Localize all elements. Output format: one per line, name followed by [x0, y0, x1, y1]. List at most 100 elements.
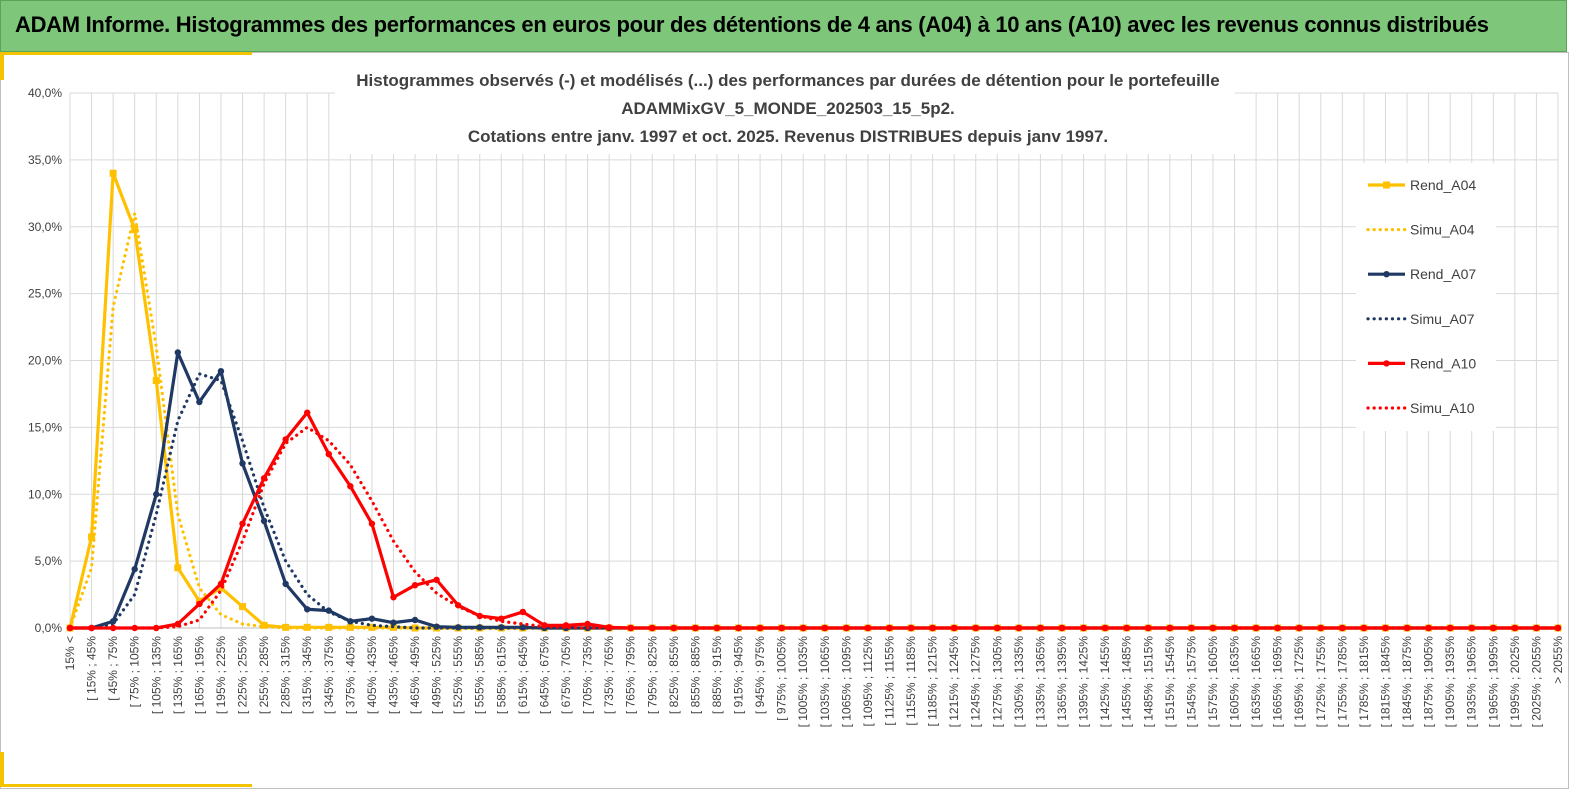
x-tick-label: [ 285% ; 315%: [279, 636, 293, 714]
x-tick-label: [ 765% ; 795%: [624, 636, 638, 714]
x-tick-label: [ 795% ; 825%: [645, 636, 659, 714]
gridlines: [69, 92, 1559, 629]
series-line-rend-a07: [70, 350, 1558, 630]
data-point: [390, 619, 397, 626]
legend-marker: [1383, 360, 1390, 367]
data-point: [1166, 624, 1174, 632]
data-point: [303, 623, 311, 631]
data-point: [153, 491, 160, 498]
data-point: [1446, 624, 1454, 632]
x-tick-label: [ 615% ; 645%: [516, 636, 530, 714]
x-tick-label: [ 1545% ; 1575%: [1184, 636, 1198, 728]
data-point: [239, 520, 246, 527]
x-tick-label: [ 915% ; 945%: [732, 636, 746, 714]
x-tick-label: [ 465% ; 495%: [408, 636, 422, 714]
x-tick-label: 15% <: [63, 636, 77, 670]
data-point: [1296, 624, 1303, 632]
y-axis-ticks: 0,0% 5,0% 10,0% 15,0% 20,0% 25,0% 30,0% 35,0% 40…: [28, 86, 62, 635]
y-tick-label: 25,0%: [28, 287, 62, 301]
data-point: [649, 624, 656, 632]
y-tick-label: 15,0%: [28, 420, 62, 434]
legend-marker: [1383, 271, 1390, 278]
series-line-simu-a04: [68, 211, 1560, 630]
data-point: [800, 624, 807, 632]
data-point: [131, 624, 138, 632]
x-tick-label: [ 1965% ; 1995%: [1486, 636, 1500, 728]
data-point: [109, 169, 117, 177]
data-point: [929, 624, 936, 632]
data-point: [519, 608, 527, 616]
chart-title-line: ADAMMixGV_5_MONDE_202503_15_5p2.: [621, 99, 955, 118]
data-point: [1209, 624, 1217, 632]
data-point: [433, 576, 440, 584]
header-banner: ADAM Informe. Histogrammes des performan…: [0, 0, 1567, 52]
y-tick-label: 0,0%: [35, 621, 63, 635]
data-point: [411, 616, 419, 624]
x-tick-label: [ 75% ; 105%: [128, 636, 142, 708]
legend-label: Simu_A10: [1410, 400, 1475, 416]
data-point: [368, 520, 376, 527]
y-tick-label: 40,0%: [28, 86, 62, 100]
data-point: [347, 483, 354, 490]
x-tick-label: [ 435% ; 465%: [386, 636, 400, 714]
x-tick-label: [ 135% ; 165%: [171, 636, 185, 714]
x-tick-label: [ 375% ; 405%: [343, 636, 357, 714]
x-tick-label: [ 1005% ; 1035%: [796, 636, 810, 728]
y-tick-label: 35,0%: [28, 153, 62, 167]
data-point: [605, 624, 613, 631]
x-tick-label: [ 735% ; 765%: [602, 636, 616, 714]
x-tick-label: [ 1575% ; 1605%: [1206, 636, 1220, 728]
series-line-simu-a07: [68, 372, 1560, 630]
data-point: [239, 603, 247, 611]
x-tick-label: [ 45% ; 75%: [106, 636, 120, 701]
data-point: [1490, 624, 1497, 632]
x-tick-label: [ 1275% ; 1305%: [990, 636, 1004, 728]
x-tick-label: [ 105% ; 135%: [149, 636, 163, 714]
legend-label: Simu_A04: [1410, 222, 1475, 238]
data-point: [368, 615, 376, 622]
x-tick-label: [ 1335% ; 1365%: [1033, 636, 1047, 728]
series-lines: [66, 169, 1562, 632]
x-tick-label: [ 495% ; 525%: [430, 636, 444, 714]
x-tick-label: [ 1815% ; 1845%: [1378, 636, 1392, 728]
data-point: [88, 533, 96, 541]
corner-accent-bottom: [0, 784, 252, 787]
data-point: [886, 624, 893, 632]
x-tick-label: [ 315% ; 345%: [300, 636, 314, 714]
x-tick-label: [ 1845% ; 1875%: [1400, 636, 1414, 728]
y-tick-label: 5,0%: [35, 554, 63, 568]
data-point: [1015, 624, 1023, 632]
data-point: [131, 565, 138, 573]
x-tick-label: [ 1455% ; 1485%: [1120, 636, 1134, 728]
x-tick-label: [ 1995% ; 2025%: [1508, 636, 1522, 728]
legend: Rend_A04 Simu_A04 Rend_A07 Simu_A07 Rend_A10…: [1356, 163, 1496, 431]
data-point: [692, 624, 699, 632]
x-tick-label: [ 225% ; 255%: [236, 636, 250, 714]
data-point: [390, 594, 397, 601]
data-point: [282, 580, 289, 588]
data-point: [1339, 624, 1346, 632]
data-point: [411, 624, 419, 632]
x-tick-label: [ 1245% ; 1275%: [969, 636, 983, 728]
data-point: [152, 377, 160, 385]
data-point: [1252, 624, 1260, 632]
data-point: [325, 450, 332, 458]
chart-title-line: Cotations entre janv. 1997 et oct. 2025.…: [468, 127, 1108, 146]
x-tick-label: [ 165% ; 195%: [192, 636, 206, 714]
x-tick-label: [ 1515% ; 1545%: [1163, 636, 1177, 728]
x-tick-label: [ 675% ; 705%: [559, 636, 573, 714]
x-tick-label: [ 585% ; 615%: [494, 636, 508, 714]
y-tick-label: 30,0%: [28, 220, 62, 234]
data-point: [174, 564, 182, 572]
x-tick-label: [ 975% ; 1005%: [775, 636, 789, 721]
chart-title-line: Histogrammes observés (-) et modélisés (…: [356, 71, 1219, 90]
data-point: [972, 624, 979, 632]
data-point: [174, 349, 182, 356]
data-point: [260, 517, 268, 525]
x-tick-label: [ 705% ; 735%: [581, 636, 595, 714]
x-tick-label: [ 1695% ; 1725%: [1292, 636, 1306, 728]
x-tick-label: [ 345% ; 375%: [322, 636, 336, 714]
legend-label: Rend_A10: [1410, 355, 1476, 371]
x-tick-label: [ 195% ; 225%: [214, 636, 228, 714]
